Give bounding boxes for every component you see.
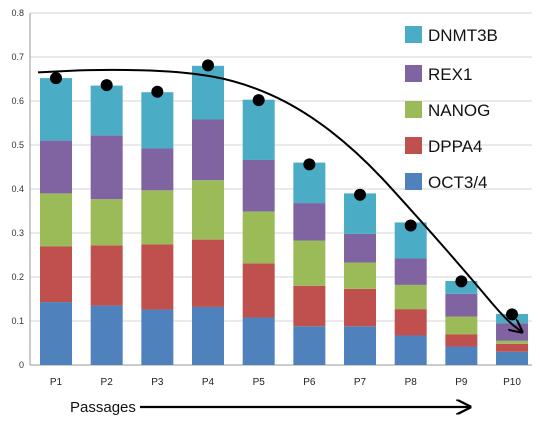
data-point [252,94,265,107]
y-tick-label: 0 [19,360,24,370]
x-tick-label: P8 [405,377,418,388]
bar-segment [344,326,377,365]
data-point [455,275,468,288]
bar-segment [40,246,72,303]
bar-segment [141,244,174,310]
x-tick-label: P10 [503,377,521,388]
trend-arrow [37,68,522,332]
x-tick-label: P1 [50,377,63,388]
bar-segment [40,302,72,365]
y-tick-label: 0.6 [11,96,24,106]
bar-segment [90,85,123,136]
data-point [100,79,113,92]
bar-segment [242,317,275,365]
data-point [50,72,62,85]
bar-segment [293,326,326,365]
legend-swatch [405,173,422,190]
bar-segment [242,211,275,264]
y-tick-label: 0.4 [11,184,24,194]
bar-segment [192,180,225,240]
x-tick-label: P9 [455,377,468,388]
bar-segment [394,335,427,365]
bar-segment [445,334,478,347]
bar-segment [192,239,225,307]
legend-swatch [405,101,422,118]
x-axis-ticks: P1 P2 P3 P4 P5 P6 P7 P8 P9 P10 [50,377,521,388]
legend-label: REX1 [428,65,472,84]
data-point [506,308,519,321]
legend-label: DNMT3B [428,26,498,45]
bar-segment [90,305,123,365]
bar-segment [496,323,529,341]
bar-segment [394,258,427,285]
y-tick-label: 0.5 [11,140,24,150]
bar-segment [242,263,275,318]
bar-segment [496,340,529,344]
y-tick-label: 0.1 [11,316,24,326]
bar-segment [344,233,377,263]
bar-segment [141,148,174,191]
legend-label: DPPA4 [428,137,483,156]
bar-segment [141,92,174,149]
bar-segment [445,346,478,365]
data-point [303,158,316,171]
data-point [151,85,164,98]
x-tick-label: P7 [354,377,367,388]
bar-segment [445,316,478,335]
bar-segment [293,285,326,327]
legend: DNMT3B REX1 NANOG DPPA4 OCT3/4 [405,26,498,192]
bar-segment [496,343,529,352]
bar-segment [344,288,377,327]
y-tick-label: 0.8 [11,8,24,18]
bar-segment [192,119,225,181]
bar-segment [496,351,529,365]
x-tick-label: P3 [151,377,164,388]
y-tick-label: 0.3 [11,228,24,238]
bar-segment [394,284,427,310]
legend-swatch [405,26,422,43]
bar-segment [293,203,326,241]
y-tick-label: 0.7 [11,52,24,62]
x-tick-label: P4 [202,377,215,388]
x-tick-label: P6 [303,377,316,388]
bar-segment [344,262,377,289]
bar-segment [242,159,275,212]
bar-segment [192,306,225,365]
legend-swatch [405,137,422,154]
data-point [354,188,367,201]
markers [50,59,519,321]
legend-swatch [405,65,422,82]
y-tick-label: 0.2 [11,272,24,282]
y-axis-ticks: 0 0.1 0.2 0.3 0.4 0.5 0.6 0.7 0.8 [11,8,24,370]
bar-segment [141,190,174,245]
data-point [202,59,215,72]
bar-segment [90,199,123,246]
bar-segment [394,309,427,336]
data-point [404,219,417,232]
bar-segment [141,309,174,365]
bar-segment [40,78,72,141]
trend-curve [37,68,522,332]
x-tick-label: P5 [253,377,266,388]
bar-segment [242,99,275,160]
bar-segment [90,245,123,306]
bar-segment [293,240,326,286]
bar-segment [90,135,123,200]
bar-segment [40,140,72,194]
x-axis-label: Passages [70,399,136,416]
bar-segment [445,293,478,317]
legend-label: OCT3/4 [428,173,488,192]
bar-segment [40,193,72,247]
x-tick-label: P2 [101,377,114,388]
bars [40,65,529,365]
legend-label: NANOG [428,101,490,120]
